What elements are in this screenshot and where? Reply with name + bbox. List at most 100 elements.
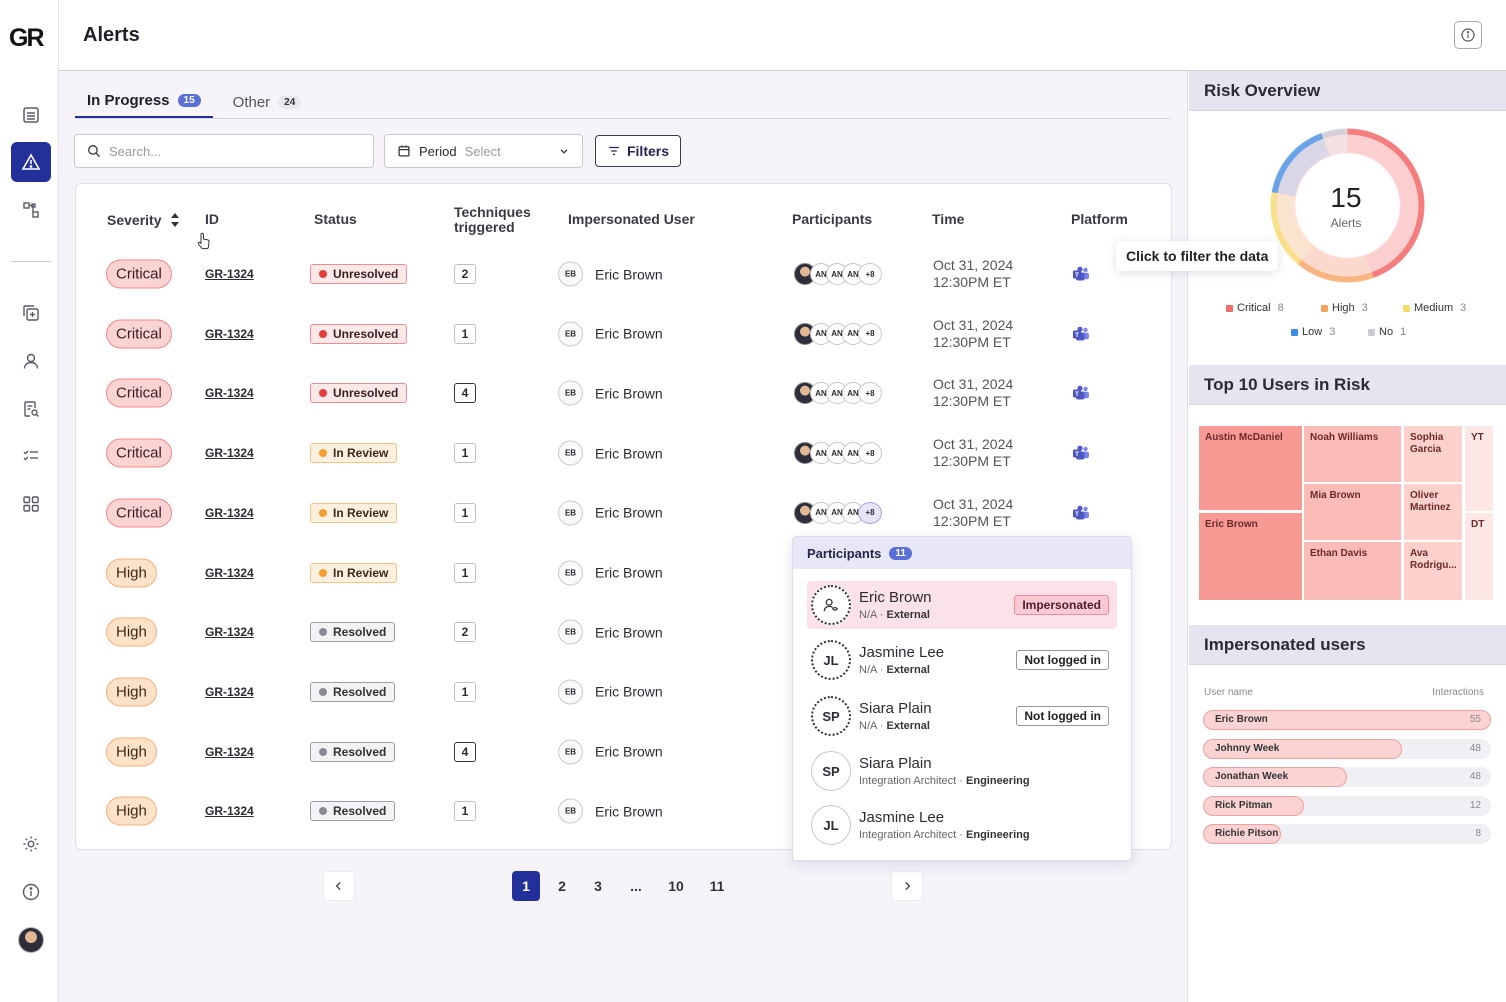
treemap-cell[interactable]: Ethan Davis xyxy=(1304,542,1401,600)
info-button[interactable] xyxy=(1454,21,1482,49)
table-row[interactable]: Critical GR-1324 In Review 1 EB Eric Brown AN A… xyxy=(76,483,1173,543)
alert-id-link[interactable]: GR-1324 xyxy=(205,326,254,341)
participant-list-item[interactable]: Eric Brown N/A · External Impersonated xyxy=(807,581,1117,629)
treemap-cell[interactable]: Austin McDaniel xyxy=(1199,426,1302,510)
impersonated-user-row[interactable]: Eric Brown 55 xyxy=(1203,710,1491,730)
treemap-cell[interactable]: Noah Williams xyxy=(1304,426,1401,482)
page-button-10[interactable]: 10 xyxy=(668,878,684,894)
settings-gear-icon[interactable] xyxy=(11,824,51,864)
page-button-2[interactable]: 2 xyxy=(558,878,566,894)
legend-item-critical[interactable]: Critical 8 xyxy=(1226,302,1284,314)
participants-stack[interactable]: AN AN AN +8 xyxy=(794,382,882,405)
search-input[interactable] xyxy=(109,143,349,159)
donut-slice-low[interactable] xyxy=(1271,133,1324,194)
more-participants-badge[interactable]: +8 xyxy=(858,501,882,524)
participant-list-item[interactable]: SP Siara Plain N/A · External Not logged in xyxy=(807,692,1117,740)
alert-id-link[interactable]: GR-1324 xyxy=(205,386,254,401)
participant-list-item[interactable]: SP Siara Plain Integration Architect · Eng… xyxy=(807,747,1117,795)
participants-stack[interactable]: AN AN AN +8 xyxy=(794,322,882,345)
sort-icon[interactable] xyxy=(170,212,180,228)
treemap-cell[interactable]: DT xyxy=(1465,513,1493,600)
alert-id-link[interactable]: GR-1324 xyxy=(205,804,254,819)
table-row[interactable]: High GR-1324 Resolved 1 EB Eric Brown xyxy=(76,781,1173,841)
treemap-cell[interactable]: Oliver Martinez xyxy=(1404,484,1462,540)
impersonated-user-row[interactable]: Johnny Week 48 xyxy=(1203,739,1491,759)
donut-slice-high[interactable] xyxy=(1298,259,1374,283)
legend-item-high[interactable]: High 3 xyxy=(1321,302,1368,314)
table-row[interactable]: High GR-1324 Resolved 4 EB Eric Brown xyxy=(76,722,1173,782)
donut-slice-medium[interactable] xyxy=(1270,192,1302,265)
treemap-cell[interactable]: Ava Rodrigu... xyxy=(1404,542,1462,600)
alert-id-link[interactable]: GR-1324 xyxy=(205,565,254,580)
add-item-icon[interactable] xyxy=(11,293,51,333)
column-header-severity[interactable]: Severity xyxy=(107,212,180,228)
workflow-icon[interactable] xyxy=(11,190,51,230)
page-button-3[interactable]: 3 xyxy=(594,878,602,894)
impersonated-user[interactable]: EB Eric Brown xyxy=(558,739,663,765)
report-search-icon[interactable] xyxy=(11,389,51,429)
impersonated-user-row[interactable]: Jonathan Week 48 xyxy=(1203,767,1491,787)
treemap-cell[interactable]: Eric Brown xyxy=(1199,513,1302,600)
participants-stack[interactable]: AN AN AN +8 xyxy=(794,263,882,285)
apps-grid-icon[interactable] xyxy=(11,484,51,524)
treemap-cell[interactable]: Sophia Garcia xyxy=(1404,426,1462,482)
info-icon[interactable] xyxy=(11,872,51,912)
table-row[interactable]: Critical GR-1324 Unresolved 4 EB Eric Brown AN… xyxy=(76,363,1173,423)
alert-id-link[interactable]: GR-1324 xyxy=(205,684,254,699)
alert-id-link[interactable]: GR-1324 xyxy=(205,267,254,281)
alert-id-link[interactable]: GR-1324 xyxy=(205,744,254,759)
table-row[interactable]: Critical GR-1324 In Review 1 EB Eric Brown AN A… xyxy=(76,423,1173,483)
more-participants-badge[interactable]: +8 xyxy=(858,263,882,285)
participants-stack[interactable]: AN AN AN +8 xyxy=(794,501,882,524)
treemap-cell[interactable]: YT xyxy=(1465,426,1493,511)
user-icon[interactable] xyxy=(11,341,51,381)
more-participants-badge[interactable]: +8 xyxy=(858,382,882,405)
impersonated-user[interactable]: EB Eric Brown xyxy=(558,619,663,645)
legend-item-low[interactable]: Low 3 xyxy=(1291,326,1335,338)
impersonated-user-row[interactable]: Rick Pitman 12 xyxy=(1203,796,1491,816)
impersonated-user[interactable]: EB Eric Brown xyxy=(558,380,663,406)
participant-list-item[interactable]: JL Jasmine Lee Integration Architect · Eng… xyxy=(807,801,1117,849)
treemap-cell[interactable]: Mia Brown xyxy=(1304,484,1401,540)
app-logo[interactable]: GR xyxy=(9,24,44,52)
alert-id-link[interactable]: GR-1324 xyxy=(205,625,254,640)
impersonated-user[interactable]: EB Eric Brown xyxy=(558,798,663,824)
impersonated-user[interactable]: EB Eric Brown xyxy=(558,261,663,287)
column-header-platform[interactable]: Platform xyxy=(1071,211,1128,227)
alerts-icon[interactable] xyxy=(11,142,51,182)
more-participants-badge[interactable]: +8 xyxy=(858,442,882,465)
impersonated-user[interactable]: EB Eric Brown xyxy=(558,500,663,526)
risk-donut-chart[interactable] xyxy=(1266,124,1429,287)
table-row[interactable]: Critical GR-1324 Unresolved 1 EB Eric Brown AN… xyxy=(76,304,1173,364)
prev-page-button[interactable] xyxy=(323,871,355,901)
dashboard-icon[interactable] xyxy=(11,95,51,135)
filters-button[interactable]: Filters xyxy=(595,135,681,167)
table-row[interactable]: High GR-1324 Resolved 1 EB Eric Brown xyxy=(76,662,1173,722)
alert-id-link[interactable]: GR-1324 xyxy=(205,505,254,520)
next-page-button[interactable] xyxy=(891,871,923,901)
table-row[interactable]: High GR-1324 In Review 1 EB Eric Brown xyxy=(76,543,1173,603)
page-button-1[interactable]: 1 xyxy=(512,871,540,901)
period-select[interactable]: Period Select xyxy=(384,134,583,168)
column-header-status[interactable]: Status xyxy=(314,211,357,227)
donut-slice-critical[interactable] xyxy=(1347,128,1425,278)
table-row[interactable]: Critical GR-1324 Unresolved 2 EB Eric Brown AN… xyxy=(76,244,1173,304)
more-participants-badge[interactable]: +8 xyxy=(858,322,882,345)
participant-list-item[interactable]: JL Jasmine Lee N/A · External Not logged in xyxy=(807,636,1117,684)
page-button-11[interactable]: 11 xyxy=(709,878,725,894)
impersonated-user[interactable]: EB Eric Brown xyxy=(558,321,663,347)
table-row[interactable]: High GR-1324 Resolved 2 EB Eric Brown xyxy=(76,602,1173,662)
column-header-impersonated-user[interactable]: Impersonated User xyxy=(568,211,695,227)
tab-in-progress[interactable]: In Progress 15 xyxy=(75,85,213,119)
impersonated-user-row[interactable]: Richie Pitson 8 xyxy=(1203,824,1491,844)
impersonated-user[interactable]: EB Eric Brown xyxy=(558,440,663,466)
user-avatar[interactable] xyxy=(18,927,44,953)
impersonated-user[interactable]: EB Eric Brown xyxy=(558,679,663,705)
column-header-time[interactable]: Time xyxy=(932,211,965,227)
tab-other[interactable]: Other 24 xyxy=(221,85,314,119)
legend-item-medium[interactable]: Medium 3 xyxy=(1403,302,1466,314)
impersonated-user[interactable]: EB Eric Brown xyxy=(558,560,663,585)
column-header-participants[interactable]: Participants xyxy=(792,211,873,227)
legend-item-no[interactable]: No 1 xyxy=(1368,326,1406,338)
participants-stack[interactable]: AN AN AN +8 xyxy=(794,442,882,465)
